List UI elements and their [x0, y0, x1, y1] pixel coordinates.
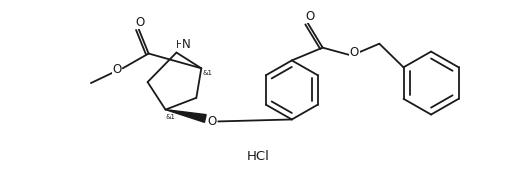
Text: N: N	[182, 38, 191, 51]
Polygon shape	[165, 110, 206, 122]
Text: O: O	[135, 16, 144, 29]
Text: O: O	[112, 63, 121, 76]
Text: &1: &1	[202, 70, 212, 76]
Text: H: H	[176, 40, 183, 50]
Text: O: O	[350, 46, 359, 59]
Text: HCl: HCl	[247, 150, 269, 163]
Text: O: O	[305, 10, 314, 23]
Text: &1: &1	[165, 115, 175, 120]
Text: O: O	[208, 115, 217, 128]
